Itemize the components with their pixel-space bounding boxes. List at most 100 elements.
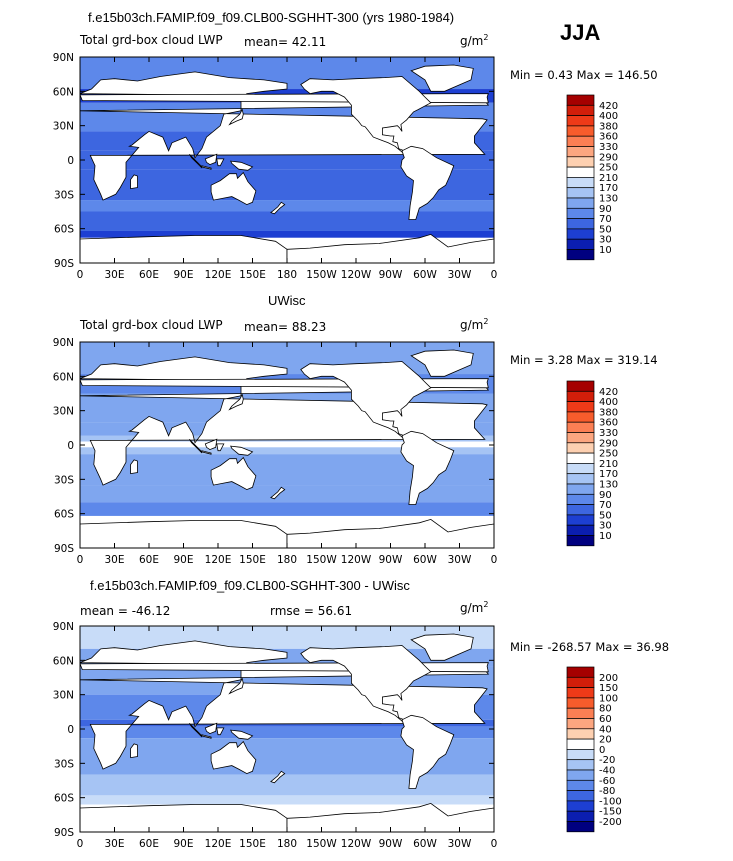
colorbar-swatch [566,749,595,761]
colorbar-level-label: -60 [599,776,615,787]
land-polygon [286,233,494,263]
lon-tick-label: 120E [205,269,232,281]
land-polygon [204,438,218,451]
colorbar-level-label: 90 [599,490,612,501]
colorbar-swatch [566,769,595,781]
field-layer [80,342,494,548]
land-polygon [410,64,474,92]
colorbar-swatch [566,666,595,678]
continents [80,633,494,832]
colorbar-level-label: 10 [599,531,612,542]
land-polygon [130,459,138,475]
lon-tick-label: 150W [306,838,337,850]
lon-tick-label: 180 [277,838,297,850]
land-polygon [210,456,257,491]
colorbar-level-label: 70 [599,500,612,511]
colorbar-level-label: 50 [599,224,612,235]
colorbar-swatch [566,218,595,230]
colorbar-swatch [566,380,595,392]
field-band [80,795,494,805]
colorbar-swatch [566,687,595,699]
panel1-title: f.e15b03ch.FAMIP.f09_f09.CLB00-SGHHT-300… [88,10,455,25]
land-polygon [204,153,218,166]
colorbar-swatch [566,463,595,475]
panel2-variable: Total grd-box cloud LWP [80,318,223,332]
season-label: JJA [560,20,601,45]
colorbar-swatch [566,535,595,547]
lat-tick-label: 90N [53,52,74,64]
lat-tick-label: 90S [54,258,74,270]
colorbar-level-label: 400 [599,111,618,122]
colorbar-swatch [566,483,595,495]
land-polygon [300,361,432,438]
colorbar-swatch [566,249,595,261]
colorbar-level-label: 330 [599,428,618,439]
panel1-minmax: Min = 0.43 Max = 146.50 [510,68,658,82]
colorbar-level-label: 290 [599,438,618,449]
colorbar-level-label: 60 [599,714,612,725]
land-polygon [230,729,254,740]
colorbar-swatch [566,432,595,444]
colorbar-swatch [566,125,595,137]
lon-tick-label: 150W [306,554,337,566]
lon-tick-label: 0 [77,838,84,850]
lon-tick-label: 150E [239,838,266,850]
colorbar-level-label: 250 [599,163,618,174]
lon-tick-label: 150E [239,554,266,566]
lon-tick-label: 60W [413,838,437,850]
lon-tick-label: 30W [448,838,472,850]
colorbar-level-label: 170 [599,183,618,194]
lon-tick-label: 150E [239,269,266,281]
panel1-units: g/m2 [460,33,489,48]
colorbar-level-label: 130 [599,480,618,491]
colorbar-level-label: 100 [599,693,618,704]
lon-tick-label: 120E [205,554,232,566]
colorbar-swatch [566,738,595,750]
colorbar-level-label: 80 [599,704,612,715]
land-polygon [216,158,225,167]
colorbar-level-label: 30 [599,521,612,532]
land-polygon [188,154,203,169]
lon-tick-label: 0 [491,838,498,850]
land-polygon [230,445,254,456]
colorbar-3: 200150100806040200-20-40-60-80-100-150-2… [566,666,622,833]
colorbar-level-label: 380 [599,407,618,418]
colorbar-swatch [566,94,595,106]
lon-tick-label: 0 [491,269,498,281]
land-polygon [201,734,212,739]
colorbar-level-label: 360 [599,418,618,429]
lon-tick-label: 120W [341,554,372,566]
lon-tick-label: 30E [105,554,125,566]
colorbar-swatch [566,790,595,802]
lon-tick-label: 90E [174,838,194,850]
lon-tick-label: 150W [306,269,337,281]
colorbar-level-label: 40 [599,724,612,735]
colorbar-swatch [566,104,595,116]
land-polygon [400,145,455,220]
lon-tick-label: 120W [341,838,372,850]
land-polygon [201,450,212,455]
lat-tick-label: 0 [67,724,74,736]
colorbar-level-label: 0 [599,745,605,756]
land-polygon [204,722,218,735]
colorbar-level-label: 250 [599,449,618,460]
field-band [80,774,494,796]
colorbar-swatch [566,238,595,250]
panel3-title: f.e15b03ch.FAMIP.f09_f09.CLB00-SGHHT-300… [90,578,410,593]
land-polygon [410,633,474,661]
colorbar-level-label: -200 [599,817,622,828]
land-polygon [188,439,203,454]
colorbar-swatch [566,177,595,189]
lon-tick-label: 60E [139,838,159,850]
lon-tick-label: 30E [105,838,125,850]
land-polygon [270,486,286,500]
lon-tick-label: 120W [341,269,372,281]
lat-tick-label: 90S [54,827,74,839]
lat-tick-label: 60N [53,371,74,383]
lat-tick-label: 60S [54,509,74,521]
field-band [80,441,494,448]
